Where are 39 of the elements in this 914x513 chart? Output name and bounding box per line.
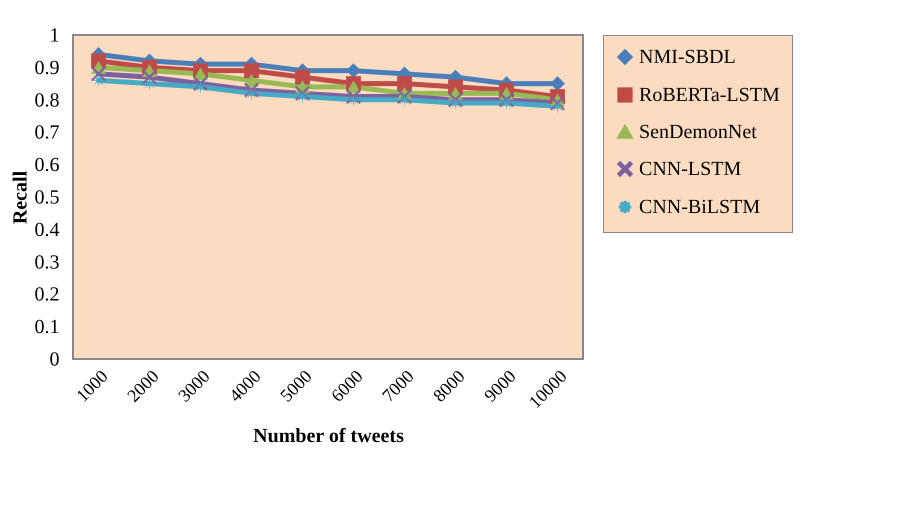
point — [142, 76, 157, 92]
y-tick-label: 0.1 — [34, 316, 60, 338]
legend-label: RoBERTa-LSTM — [639, 84, 780, 106]
y-tick-label: 0.7 — [34, 122, 60, 144]
point — [397, 76, 412, 92]
y-axis-title: Recall — [10, 170, 32, 224]
point — [295, 70, 310, 85]
point — [499, 96, 514, 110]
y-tick-label: 0.4 — [34, 218, 60, 241]
x-tick-label: 4000 — [225, 366, 265, 406]
y-tick-label: 1 — [50, 24, 60, 46]
y-tick-label: 0.3 — [34, 251, 60, 274]
legend-label: CNN-LSTM — [639, 158, 742, 180]
point — [448, 96, 463, 110]
point — [193, 79, 208, 94]
legend-label: SenDemonNet — [639, 121, 758, 143]
x-tick-label: 6000 — [327, 366, 367, 406]
point — [91, 72, 106, 88]
y-tick-label: 0.2 — [34, 284, 60, 306]
point — [346, 92, 361, 108]
point — [142, 70, 157, 85]
y-tick-label: 0.9 — [34, 56, 60, 79]
y-tick-label: 0 — [50, 348, 60, 370]
point — [550, 76, 565, 92]
x-tick-label: 8000 — [429, 366, 469, 406]
point — [91, 66, 106, 82]
point — [244, 63, 259, 78]
legend-label: NMI-SBDL — [639, 46, 736, 68]
x-tick-label: 7000 — [378, 366, 418, 406]
y-tick-label: 0.8 — [34, 89, 60, 112]
y-tick-label: 0.6 — [34, 154, 60, 176]
point — [346, 63, 361, 78]
point — [397, 92, 412, 108]
point — [295, 89, 310, 104]
x-axis-title: Number of tweets — [253, 425, 404, 448]
y-tick-label: 0.5 — [34, 186, 60, 208]
legend-label: CNN-BiLSTM — [639, 196, 760, 218]
point — [550, 98, 565, 114]
point — [244, 86, 259, 101]
